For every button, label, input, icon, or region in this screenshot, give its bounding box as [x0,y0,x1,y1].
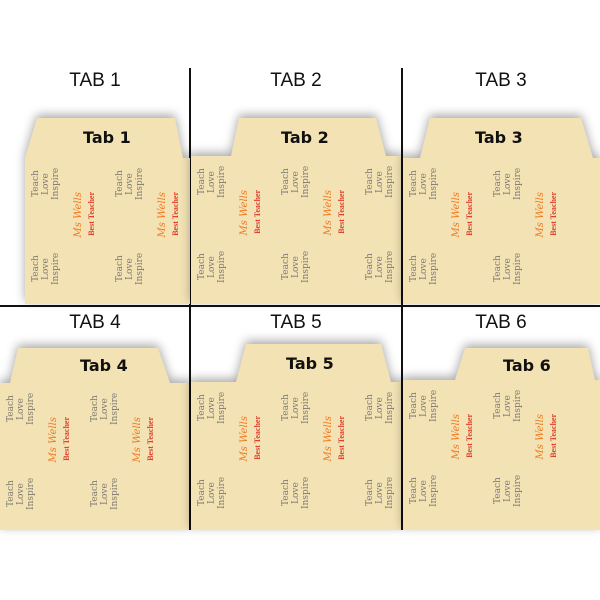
folder-body: Teach Love Inspire Ms Wells Best Teacher Te… [191,344,401,530]
pattern-motto: Teach Love Inspire [197,165,227,199]
pattern-name: Ms Wells [535,192,546,238]
pattern-motto: Teach Love Inspire [365,391,395,425]
pattern-title: Best Teacher [337,190,346,234]
pattern-motto: Teach Love Inspire [409,252,439,286]
pattern-name: Ms Wells [48,417,59,463]
tab-text: Tab 5 [286,354,334,373]
pattern-title: Best Teacher [465,192,474,236]
pattern-motto: Teach Love Inspire [115,167,145,201]
pattern-title: Best Teacher [146,417,155,461]
divider-v2 [401,68,403,530]
folder-body: Teach Love Inspire Ms Wells Best Teacher Te… [191,118,401,304]
pattern-motto: Teach Love Inspire [6,392,36,426]
pattern-motto: Teach Love Inspire [493,252,523,286]
pattern-motto: Teach Love Inspire [493,389,523,423]
pattern-title: Best Teacher [171,192,180,236]
pattern-name: Ms Wells [239,190,250,236]
pattern-name: Ms Wells [157,192,168,238]
pattern-motto: Teach Love Inspire [365,250,395,284]
pattern-motto: Teach Love Inspire [365,476,395,510]
tab-text: Tab 2 [281,128,329,147]
cell-label-1: TAB 1 [69,70,121,91]
folder-body: Teach Love Inspire Ms Wells Best Teacher Te… [0,348,189,530]
tab-text: Tab 1 [83,128,131,147]
folder-tab-3: Teach Love Inspire Ms Wells Best Teacher Te… [403,118,600,304]
folder-tab-2: Teach Love Inspire Ms Wells Best Teacher Te… [191,118,401,304]
pattern-motto: Teach Love Inspire [365,165,395,199]
divider-v1 [189,68,191,530]
pattern-name: Ms Wells [535,414,546,460]
pattern-name: Ms Wells [451,192,462,238]
pattern-title: Best Teacher [253,416,262,460]
folder-body: Teach Love Inspire Ms Wells Best Teacher Te… [25,118,190,304]
pattern-motto: Teach Love Inspire [90,392,120,426]
folder-tab-5: Teach Love Inspire Ms Wells Best Teacher Te… [191,344,401,530]
tab-text: Tab 6 [503,356,551,375]
pattern-motto: Teach Love Inspire [281,391,311,425]
pattern-title: Best Teacher [549,414,558,458]
folder-tab-1: Teach Love Inspire Ms Wells Best Teacher Te… [25,118,190,304]
pattern-name: Ms Wells [73,192,84,238]
pattern-motto: Teach Love Inspire [31,252,61,286]
pattern-motto: Teach Love Inspire [90,477,120,511]
pattern-motto: Teach Love Inspire [493,474,523,508]
folder-body: Teach Love Inspire Ms Wells Best Teacher Te… [403,348,600,530]
pattern-name: Ms Wells [239,416,250,462]
pattern-motto: Teach Love Inspire [281,165,311,199]
pattern-title: Best Teacher [253,190,262,234]
tab-text: Tab 3 [475,128,523,147]
pattern-motto: Teach Love Inspire [409,167,439,201]
pattern-motto: Teach Love Inspire [197,391,227,425]
pattern-name: Ms Wells [132,417,143,463]
pattern-motto: Teach Love Inspire [197,250,227,284]
pattern-title: Best Teacher [337,416,346,460]
tab-text: Tab 4 [80,356,128,375]
cell-label-4: TAB 4 [69,312,121,333]
pattern-name: Ms Wells [323,190,334,236]
pattern-title: Best Teacher [87,192,96,236]
pattern-motto: Teach Love Inspire [493,167,523,201]
pattern-title: Best Teacher [465,414,474,458]
pattern-title: Best Teacher [62,417,71,461]
cell-label-5: TAB 5 [270,312,322,333]
pattern-motto: Teach Love Inspire [197,476,227,510]
folder-tab-4: Teach Love Inspire Ms Wells Best Teacher Te… [0,348,189,530]
cell-label-3: TAB 3 [475,70,527,91]
pattern-motto: Teach Love Inspire [6,477,36,511]
folder-tab-6: Teach Love Inspire Ms Wells Best Teacher Te… [403,348,600,530]
pattern-motto: Teach Love Inspire [409,474,439,508]
pattern-title: Best Teacher [549,192,558,236]
cell-label-6: TAB 6 [475,312,527,333]
divider-h [0,305,600,307]
pattern-name: Ms Wells [451,414,462,460]
pattern-motto: Teach Love Inspire [31,167,61,201]
cell-label-2: TAB 2 [270,70,322,91]
pattern-motto: Teach Love Inspire [115,252,145,286]
pattern-name: Ms Wells [323,416,334,462]
pattern-motto: Teach Love Inspire [409,389,439,423]
pattern-motto: Teach Love Inspire [281,476,311,510]
folder-body: Teach Love Inspire Ms Wells Best Teacher Te… [403,118,600,304]
pattern-motto: Teach Love Inspire [281,250,311,284]
